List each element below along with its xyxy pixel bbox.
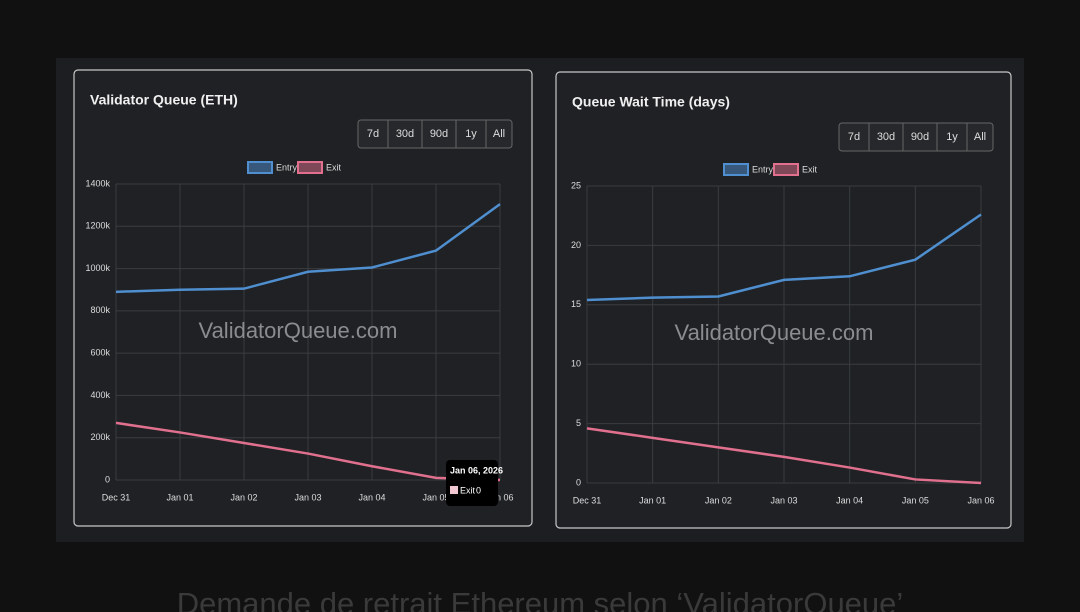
y-tick-label: 0 — [105, 474, 110, 484]
tooltip-label: Exit — [460, 485, 476, 495]
series-line — [115, 421, 501, 482]
legend-swatch[interactable] — [773, 163, 799, 176]
series-line — [115, 203, 501, 294]
y-tick-label: 15 — [571, 299, 581, 309]
range-button-label[interactable]: 7d — [367, 128, 379, 140]
x-tick-label: Jan 04 — [836, 495, 863, 505]
chart-title: Queue Wait Time (days) — [572, 94, 730, 110]
legend-label[interactable]: Exit — [326, 162, 342, 172]
y-tick-label: 5 — [576, 418, 581, 428]
button-group — [357, 119, 513, 149]
y-tick-label: 600k — [90, 348, 110, 358]
y-tick-label: 20 — [571, 240, 581, 250]
series-line — [586, 427, 982, 485]
tooltip — [446, 460, 498, 506]
legend-label[interactable]: Entry — [752, 164, 774, 174]
x-tick-label: Jan 03 — [770, 495, 797, 505]
y-tick-label: 10 — [571, 359, 581, 369]
range-button-label[interactable]: 90d — [911, 131, 929, 143]
range-button-label[interactable]: 90d — [430, 128, 448, 140]
tooltip-title: Jan 06, 2026 — [450, 465, 503, 475]
tooltip-value: 0 — [476, 485, 481, 495]
y-tick-label: 1000k — [85, 263, 110, 273]
x-tick-label: Jan 02 — [230, 492, 257, 502]
range-button-label[interactable]: 30d — [396, 128, 414, 140]
x-tick-label: Jan 06 — [486, 492, 513, 502]
y-tick-label: 400k — [90, 390, 110, 400]
y-tick-label: 0 — [576, 477, 581, 487]
x-tick-label: Jan 01 — [639, 495, 666, 505]
y-tick-label: 800k — [90, 305, 110, 315]
tooltip-swatch — [450, 486, 458, 494]
button-group — [838, 122, 994, 152]
range-button-label[interactable]: 1y — [946, 131, 958, 143]
x-tick-label: Jan 01 — [166, 492, 193, 502]
range-button-label[interactable]: 1y — [465, 128, 477, 140]
range-button-label[interactable]: 7d — [848, 131, 860, 143]
y-tick-label: 200k — [90, 432, 110, 442]
series-line — [586, 213, 982, 302]
watermark: ValidatorQueue.com — [199, 318, 398, 343]
chart-title: Validator Queue (ETH) — [90, 92, 238, 108]
legend-swatch[interactable] — [297, 161, 323, 174]
y-tick-label: 1400k — [85, 178, 110, 188]
legend-label[interactable]: Entry — [276, 162, 298, 172]
x-tick-label: Dec 31 — [573, 495, 602, 505]
watermark: ValidatorQueue.com — [675, 320, 874, 345]
x-tick-label: Dec 31 — [102, 492, 131, 502]
range-button-label[interactable]: 30d — [877, 131, 895, 143]
y-tick-label: 1200k — [85, 221, 110, 231]
x-tick-label: Jan 06 — [967, 495, 994, 505]
caption: Demande de retrait Ethereum selon ‘Valid… — [177, 586, 904, 612]
range-button-label[interactable]: All — [493, 128, 505, 140]
legend-swatch[interactable] — [723, 163, 749, 176]
y-tick-label: 25 — [571, 180, 581, 190]
x-tick-label: Jan 05 — [422, 492, 449, 502]
x-tick-label: Jan 05 — [902, 495, 929, 505]
x-tick-label: Jan 04 — [358, 492, 385, 502]
legend-label[interactable]: Exit — [802, 164, 818, 174]
legend-swatch[interactable] — [247, 161, 273, 174]
x-tick-label: Jan 03 — [294, 492, 321, 502]
range-button-label[interactable]: All — [974, 131, 986, 143]
x-tick-label: Jan 02 — [705, 495, 732, 505]
